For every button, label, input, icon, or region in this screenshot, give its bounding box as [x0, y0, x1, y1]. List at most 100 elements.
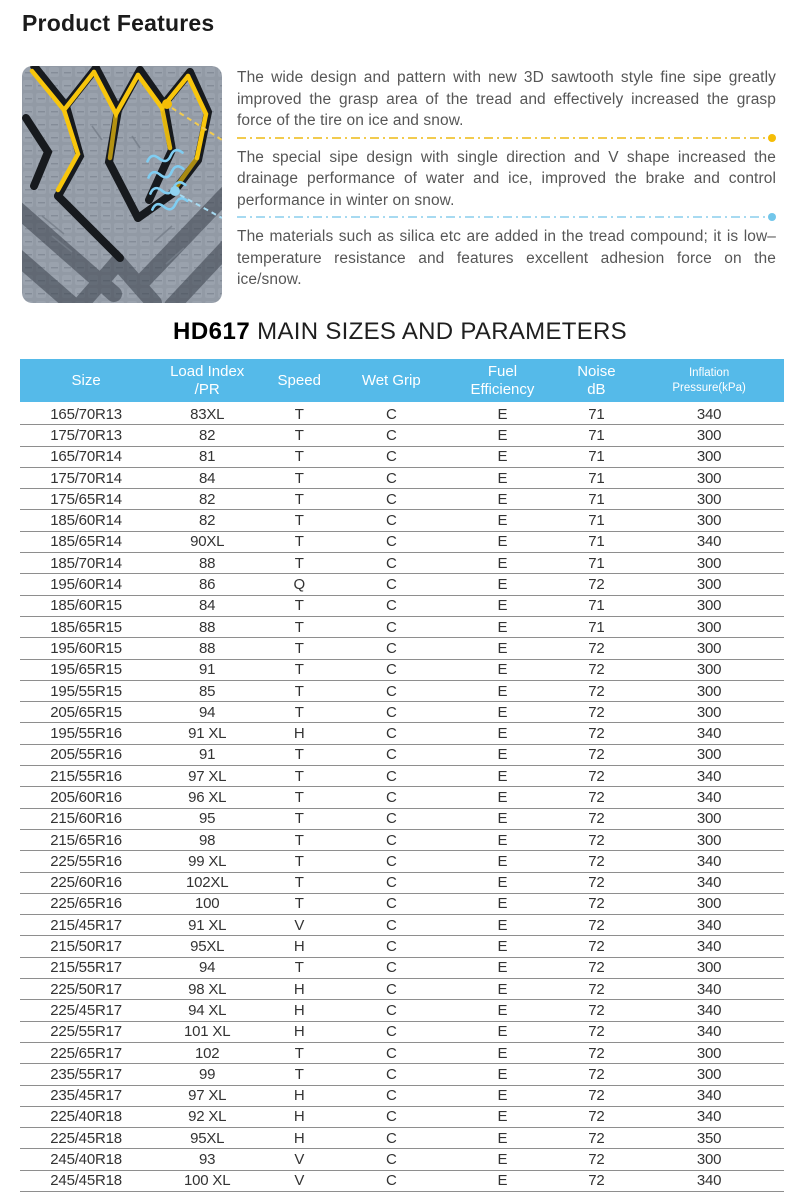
table-cell: C: [385, 831, 397, 849]
table-cell: C: [385, 938, 397, 956]
table-cell: T: [294, 405, 304, 423]
table-cell: E: [497, 703, 508, 721]
table-row: 245/40R18 93 V C E 72 300: [20, 1149, 784, 1171]
table-cell: 72: [588, 916, 605, 934]
table-cell: T: [294, 703, 304, 721]
table-cell: T: [294, 639, 304, 657]
table-cell: 205/60R16: [50, 788, 122, 806]
yellow-dashed-separator: [237, 133, 776, 142]
table-cell: 72: [588, 1151, 605, 1169]
table-cell: 72: [588, 1023, 605, 1041]
table-cell: 185/60R14: [50, 512, 122, 530]
table-row: 185/65R15 88 T C E 71 300: [20, 617, 784, 639]
table-cell: 300: [696, 597, 722, 615]
table-cell: C: [385, 448, 397, 466]
table-row: 225/65R17 102 T C E 72 300: [20, 1043, 784, 1065]
table-row: 215/50R17 95XL H C E 72 340: [20, 936, 784, 958]
table-cell: 83XL: [190, 405, 225, 423]
table-cell: 340: [696, 405, 722, 423]
table-row: 215/45R17 91 XL V C E 72 340: [20, 915, 784, 937]
table-row: 175/70R13 82 T C E 71 300: [20, 425, 784, 447]
table-cell: C: [385, 916, 397, 934]
table-cell: C: [385, 405, 397, 423]
table-cell: 92 XL: [188, 1108, 227, 1126]
table-cell: E: [497, 661, 508, 679]
table-cell: 72: [588, 725, 605, 743]
table-cell: 71: [588, 618, 605, 636]
table-cell: 175/65R14: [50, 490, 122, 508]
table-cell: 71: [588, 554, 605, 572]
table-cell: C: [385, 597, 397, 615]
table-cell: 300: [696, 746, 722, 764]
table-cell: T: [294, 767, 304, 785]
table-cell: E: [497, 938, 508, 956]
table-cell: T: [294, 512, 304, 530]
table-cell: C: [385, 1151, 397, 1169]
table-cell: 340: [696, 1108, 722, 1126]
table-cell: 300: [696, 661, 722, 679]
table-cell: 215/65R16: [50, 831, 122, 849]
table-cell: 340: [696, 767, 722, 785]
table-row: 215/55R17 94 T C E 72 300: [20, 958, 784, 980]
table-cell: C: [385, 1065, 397, 1083]
table-cell: T: [294, 1044, 304, 1062]
table-cell: E: [497, 916, 508, 934]
table-cell: C: [385, 703, 397, 721]
table-cell: 100: [194, 895, 220, 913]
table-cell: 340: [696, 916, 722, 934]
table-cell: 205/65R15: [50, 703, 122, 721]
table-cell: V: [294, 916, 305, 934]
table-cell: 96 XL: [188, 788, 227, 806]
table-cell: C: [385, 810, 397, 828]
table-row: 175/65R14 82 T C E 71 300: [20, 489, 784, 511]
table-cell: 165/70R13: [50, 405, 122, 423]
table-cell: 72: [588, 938, 605, 956]
table-cell: T: [294, 810, 304, 828]
table-cell: E: [497, 959, 508, 977]
table-cell: H: [293, 1129, 305, 1147]
table-cell: 300: [696, 426, 722, 444]
table-cell: T: [294, 959, 304, 977]
table-cell: 340: [696, 938, 722, 956]
table-cell: E: [497, 767, 508, 785]
table-cell: 72: [588, 746, 605, 764]
table-cell: 91 XL: [188, 725, 227, 743]
table-cell: E: [497, 426, 508, 444]
table-cell: E: [497, 746, 508, 764]
table-cell: T: [294, 831, 304, 849]
table-cell: 88: [199, 554, 216, 572]
table-cell: H: [293, 938, 305, 956]
table-cell: C: [385, 618, 397, 636]
table-cell: 300: [696, 490, 722, 508]
column-header: Size: [71, 371, 101, 389]
table-row: 185/60R14 82 T C E 71 300: [20, 510, 784, 532]
table-cell: 300: [696, 618, 722, 636]
page-title: Product Features: [22, 10, 215, 36]
table-cell: 72: [588, 767, 605, 785]
table-header-row: Size Load Index /PR Speed Wet Grip Fuel Effi…: [20, 359, 784, 402]
table-row: 215/65R16 98 T C E 72 300: [20, 830, 784, 852]
column-header: Speed: [277, 371, 321, 389]
table-cell: 91: [199, 746, 216, 764]
table-cell: T: [294, 661, 304, 679]
table-cell: 97 XL: [188, 1087, 227, 1105]
table-cell: 300: [696, 1151, 722, 1169]
table-cell: 99: [199, 1065, 216, 1083]
table-row: 175/70R14 84 T C E 71 300: [20, 468, 784, 490]
table-cell: 98: [199, 831, 216, 849]
table-cell: 175/70R14: [50, 469, 122, 487]
table-cell: 95XL: [190, 1129, 225, 1147]
table-cell: E: [497, 469, 508, 487]
table-cell: 72: [588, 1108, 605, 1126]
table-cell: E: [497, 980, 508, 998]
table-cell: 72: [588, 874, 605, 892]
table-cell: C: [385, 746, 397, 764]
table-cell: E: [497, 618, 508, 636]
table-cell: 72: [588, 1001, 605, 1019]
table-cell: E: [497, 1044, 508, 1062]
table-cell: 93: [199, 1151, 216, 1169]
table-row: 225/50R17 98 XL H C E 72 340: [20, 979, 784, 1001]
table-cell: E: [497, 448, 508, 466]
tire-tread-illustration: [22, 66, 222, 303]
table-cell: 88: [199, 639, 216, 657]
